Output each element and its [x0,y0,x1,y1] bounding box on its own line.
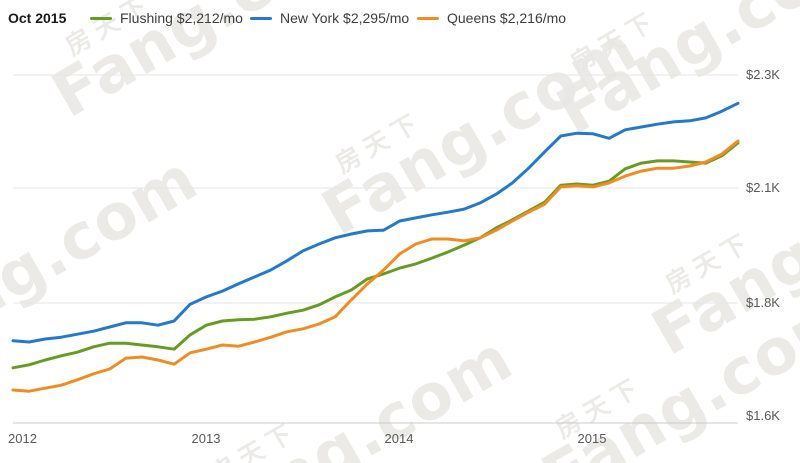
legend-date-label: Oct 2015 [8,10,67,26]
series-line-queens [11,139,740,393]
queens-line-swatch [417,17,439,20]
legend: Oct 2015 Flushing $2,212/mo New York $2,… [0,0,800,34]
y-tick-label: $2.1K [746,180,780,195]
new-york-line-swatch [250,17,272,20]
legend-item-flushing: Flushing $2,212/mo [90,10,243,26]
y-tick-label: $2.3K [746,67,780,82]
series-line-new-york [11,101,740,344]
x-tick-label: 2014 [384,431,414,446]
y-tick-label: $1.8K [746,295,780,310]
legend-item-queens: Queens $2,216/mo [417,10,566,26]
legend-item-label: New York $2,295/mo [280,10,410,26]
legend-item-new-york: New York $2,295/mo [250,10,409,26]
x-tick-label: 2015 [577,431,607,446]
x-tick-label: 2012 [8,431,37,446]
flushing-line-swatch [90,17,112,20]
y-tick-label: $1.6K [746,408,780,423]
legend-item-label: Flushing $2,212/mo [120,10,243,26]
series-line-flushing [11,141,740,370]
legend-item-label: Queens $2,216/mo [447,10,567,26]
x-tick-label: 2013 [191,431,221,446]
